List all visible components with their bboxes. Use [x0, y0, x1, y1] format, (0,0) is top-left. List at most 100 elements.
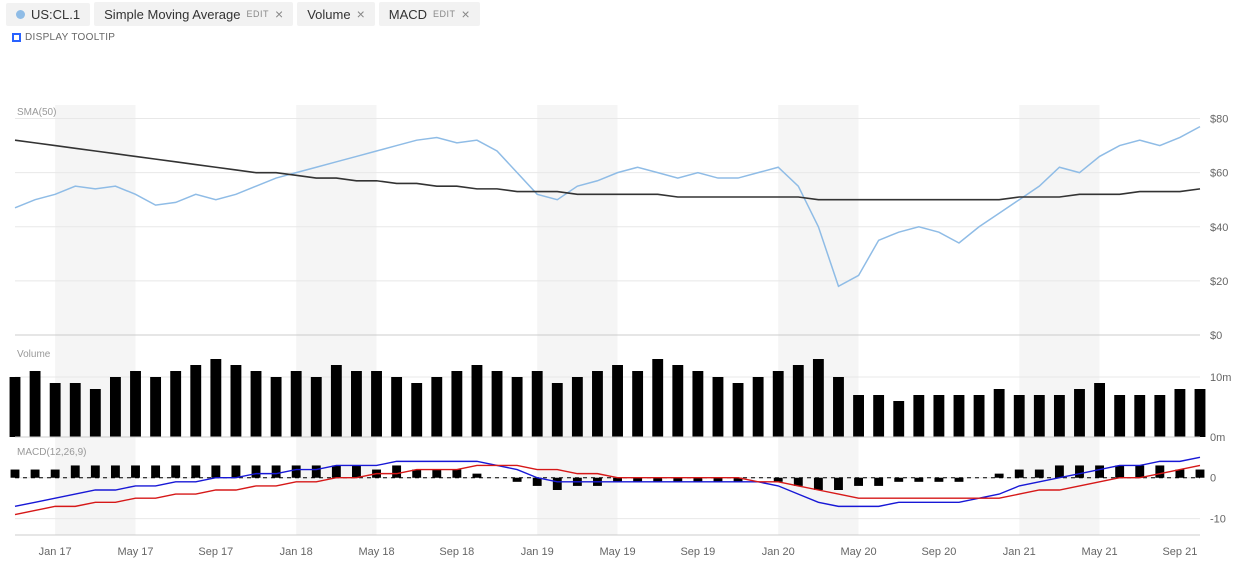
- volume-bar: [954, 395, 965, 437]
- volume-bar: [793, 365, 804, 437]
- volume-bar: [10, 377, 21, 437]
- macd-hist-bar: [71, 465, 80, 477]
- x-tick-label: May 18: [358, 546, 394, 558]
- y-tick-label: $20: [1210, 276, 1228, 288]
- volume-bar: [150, 377, 161, 437]
- x-tick-label: Sep 20: [921, 546, 956, 558]
- volume-bar: [110, 377, 121, 437]
- macd-hist-bar: [1155, 465, 1164, 477]
- volume-bar: [70, 383, 81, 437]
- volume-bar: [893, 401, 904, 437]
- x-tick-label: Sep 18: [439, 546, 474, 558]
- volume-bar: [913, 395, 924, 437]
- macd-hist-bar: [31, 470, 40, 478]
- volume-bar: [1014, 395, 1025, 437]
- symbol-dot-icon: [16, 10, 25, 19]
- macd-hist-bar: [874, 478, 883, 486]
- symbol-chip[interactable]: US:CL.1: [6, 3, 90, 26]
- macd-hist-bar: [1196, 470, 1205, 478]
- season-band: [537, 105, 617, 535]
- volume-bar: [612, 365, 623, 437]
- chip-edit-button[interactable]: EDIT: [246, 9, 269, 19]
- volume-bar: [933, 395, 944, 437]
- x-tick-label: May 19: [600, 546, 636, 558]
- y-tick-label: 0: [1210, 473, 1216, 485]
- macd-hist-bar: [51, 470, 60, 478]
- volume-bar: [753, 377, 764, 437]
- volume-bar: [1134, 395, 1145, 437]
- y-tick-label: $40: [1210, 222, 1228, 234]
- volume-bar: [231, 365, 242, 437]
- macd-hist-bar: [352, 465, 361, 477]
- macd-hist-bar: [1135, 465, 1144, 477]
- x-tick-label: May 21: [1082, 546, 1118, 558]
- volume-bar: [1195, 389, 1206, 437]
- macd-hist-bar: [955, 478, 964, 482]
- volume-bar: [692, 371, 703, 437]
- close-icon[interactable]: ×: [357, 6, 365, 22]
- volume-bar: [130, 371, 141, 437]
- macd-hist-bar: [292, 465, 301, 477]
- indicator-chip[interactable]: MACDEDIT×: [379, 2, 480, 26]
- symbol-label: US:CL.1: [31, 7, 80, 22]
- macd-hist-bar: [171, 465, 180, 477]
- macd-hist-bar: [854, 478, 863, 486]
- macd-hist-bar: [553, 478, 562, 490]
- macd-hist-bar: [11, 470, 20, 478]
- indicator-chip[interactable]: Volume×: [297, 2, 375, 26]
- y-tick-label: 10m: [1210, 372, 1231, 384]
- macd-hist-bar: [1055, 465, 1064, 477]
- volume-bar: [813, 359, 824, 437]
- volume-bar: [251, 371, 262, 437]
- volume-bar: [210, 359, 221, 437]
- x-tick-label: Sep 17: [198, 546, 233, 558]
- x-tick-label: Jan 17: [39, 546, 72, 558]
- tooltip-toggle[interactable]: DISPLAY TOOLTIP: [0, 28, 1255, 47]
- macd-hist-bar: [1115, 465, 1124, 477]
- macd-hist-bar: [272, 465, 281, 477]
- volume-bar: [190, 365, 201, 437]
- volume-bar: [451, 371, 462, 437]
- volume-bar: [773, 371, 784, 437]
- tooltip-toggle-label: DISPLAY TOOLTIP: [25, 32, 115, 43]
- y-tick-label: -10: [1210, 514, 1226, 526]
- y-tick-label: $80: [1210, 114, 1228, 126]
- macd-hist-bar: [1035, 470, 1044, 478]
- volume-bar: [411, 383, 422, 437]
- macd-hist-bar: [452, 470, 461, 478]
- volume-panel-label: Volume: [17, 349, 51, 360]
- volume-bar: [1094, 383, 1105, 437]
- volume-bar: [351, 371, 362, 437]
- volume-bar: [1114, 395, 1125, 437]
- chip-edit-button[interactable]: EDIT: [433, 9, 456, 19]
- volume-bar: [50, 383, 61, 437]
- volume-bar: [1074, 389, 1085, 437]
- macd-hist-bar: [312, 465, 321, 477]
- volume-bar: [472, 365, 483, 437]
- volume-bar: [492, 371, 503, 437]
- volume-bar: [833, 377, 844, 437]
- macd-hist-bar: [111, 465, 120, 477]
- macd-hist-bar: [1015, 470, 1024, 478]
- volume-bar: [713, 377, 724, 437]
- macd-hist-bar: [894, 478, 903, 482]
- x-tick-label: May 17: [117, 546, 153, 558]
- macd-hist-bar: [513, 478, 522, 482]
- macd-hist-bar: [814, 478, 823, 490]
- chip-label: Simple Moving Average: [104, 7, 240, 22]
- volume-bar: [371, 371, 382, 437]
- volume-bar: [652, 359, 663, 437]
- macd-hist-bar: [914, 478, 923, 482]
- macd-hist-bar: [231, 465, 240, 477]
- volume-bar: [853, 395, 864, 437]
- x-tick-label: Jan 21: [1003, 546, 1036, 558]
- volume-bar: [291, 371, 302, 437]
- close-icon[interactable]: ×: [275, 6, 283, 22]
- macd-hist-bar: [1075, 465, 1084, 477]
- indicator-chip[interactable]: Simple Moving Average EDIT ×: [94, 2, 293, 26]
- macd-panel-label: MACD(12,26,9): [17, 447, 86, 458]
- macd-hist-bar: [432, 470, 441, 478]
- volume-bar: [532, 371, 543, 437]
- volume-bar: [974, 395, 985, 437]
- close-icon[interactable]: ×: [462, 6, 470, 22]
